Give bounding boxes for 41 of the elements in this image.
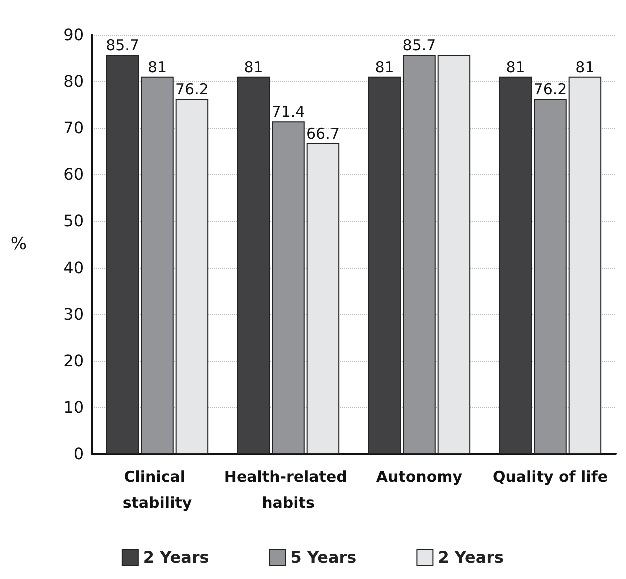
data-label: 81 bbox=[576, 58, 595, 76]
data-label: 71.4 bbox=[272, 103, 306, 122]
data-label: 76.2 bbox=[534, 80, 568, 99]
bar bbox=[272, 122, 305, 454]
bar bbox=[106, 55, 140, 454]
bar bbox=[438, 55, 471, 454]
legend-label: 2 Years bbox=[143, 548, 210, 567]
y-tick-label: 20 bbox=[64, 351, 84, 370]
bar bbox=[403, 55, 436, 454]
legend-label: 2 Years bbox=[438, 548, 504, 567]
y-tick-label: 90 bbox=[64, 26, 84, 44]
legend-label: 5 Years bbox=[290, 548, 357, 567]
bar bbox=[534, 99, 567, 454]
y-tick-label: 10 bbox=[64, 398, 84, 417]
data-label: 85.7 bbox=[402, 36, 436, 55]
data-label: 76.2 bbox=[176, 80, 209, 99]
bar bbox=[499, 76, 532, 454]
data-label: 81 bbox=[506, 58, 526, 76]
y-tick-label: 40 bbox=[64, 258, 84, 278]
y-axis-title: % bbox=[10, 234, 27, 254]
bar bbox=[368, 76, 402, 454]
bar bbox=[176, 99, 209, 454]
y-tick-label: 30 bbox=[64, 304, 84, 324]
y-tick-label: 0 bbox=[74, 444, 84, 464]
data-label: 81 bbox=[244, 58, 264, 76]
x-tick-label: Quality of life bbox=[492, 468, 608, 486]
y-tick-label: 80 bbox=[64, 72, 84, 92]
data-label: 81 bbox=[375, 58, 394, 76]
bar bbox=[306, 143, 340, 454]
x-tick-label: Autonomy bbox=[376, 468, 463, 486]
y-tick-label: 50 bbox=[64, 212, 84, 231]
data-label: 85.7 bbox=[106, 36, 140, 55]
data-label: 66.7 bbox=[306, 124, 340, 143]
bar bbox=[237, 76, 270, 454]
x-tick-label: Clinical stability bbox=[122, 468, 192, 512]
y-tick-label: 60 bbox=[64, 165, 84, 184]
y-tick-label: 70 bbox=[64, 118, 84, 138]
bar bbox=[568, 76, 602, 454]
bar bbox=[141, 76, 174, 454]
data-label: 81 bbox=[148, 58, 168, 76]
x-tick-label: Health-related habits bbox=[224, 468, 353, 512]
